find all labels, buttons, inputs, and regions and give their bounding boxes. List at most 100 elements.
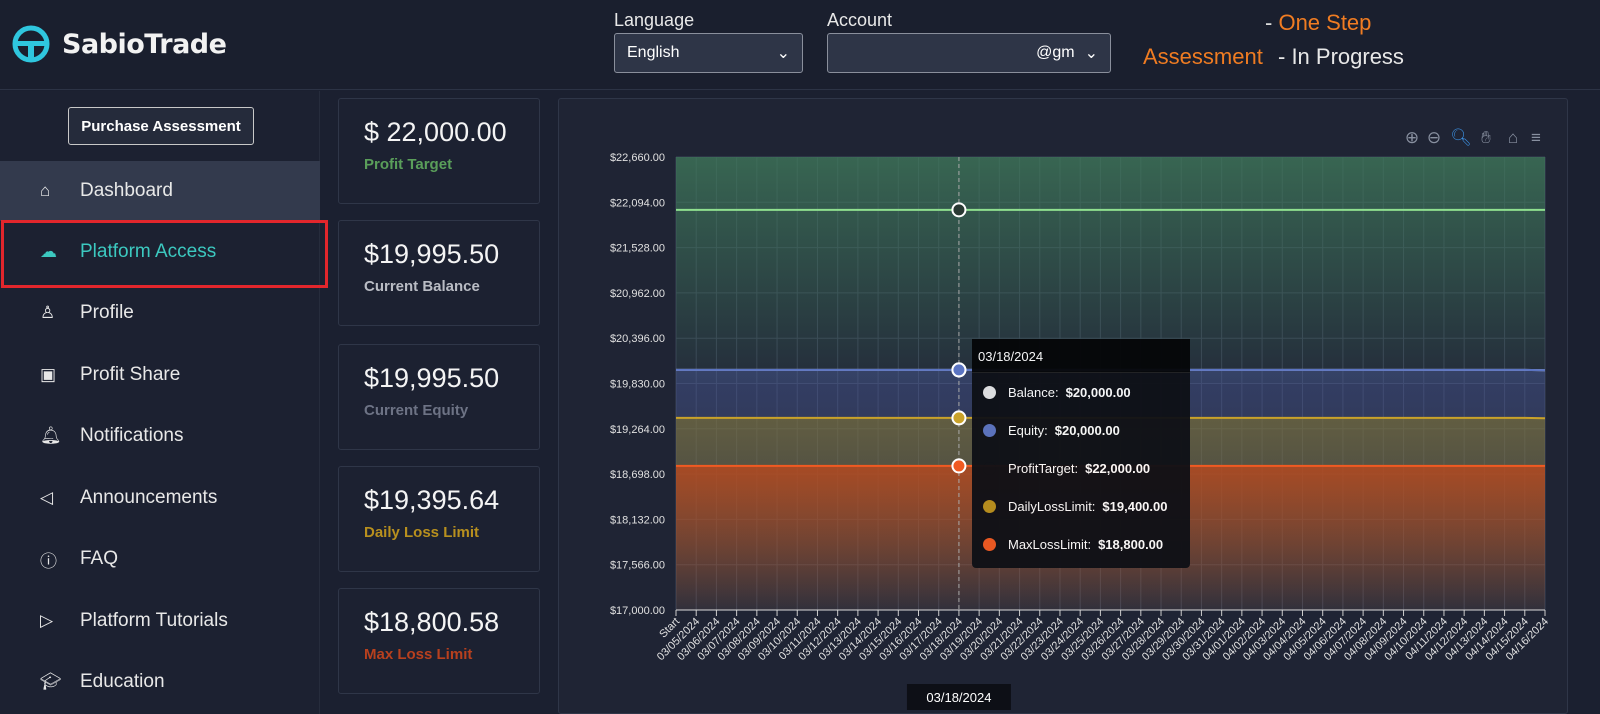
current-balance-card: $19,995.50 Current Balance: [338, 220, 540, 326]
tooltip-series-name: ProfitTarget:: [1008, 460, 1079, 476]
hover-marker-maxlosslimit: [951, 458, 967, 474]
y-tick-label: $17,000.00: [610, 605, 665, 617]
y-tick-label: $21,528.00: [610, 243, 665, 255]
card-value: $19,395.64: [364, 485, 500, 515]
chart-toolbar: ⊕ ⊖ 🔍︎ ✋︎ ⌂ ≡: [1405, 128, 1541, 147]
y-tick-label: $19,264.00: [610, 424, 665, 436]
series-dot-icon: [983, 423, 996, 437]
tooltip-row: MaxLossLimit: $18,800.00: [972, 525, 1190, 563]
chevron-down-icon: ⌄: [776, 45, 790, 62]
account-select[interactable]: @gm ⌄: [827, 33, 1111, 73]
hover-marker-equity: [951, 362, 967, 378]
sidebar-item-dashboard[interactable]: ⌂ Dashboard: [0, 161, 320, 221]
card-label: Profit Target: [364, 156, 453, 173]
sidebar-item-label: Dashboard: [80, 180, 173, 201]
tooltip-series-name: DailyLossLimit:: [1008, 498, 1096, 514]
pan-hand-icon[interactable]: ✋︎: [1481, 128, 1491, 147]
chart-tooltip: 03/18/2024 Balance: $20,000.00 Equity: $20,…: [972, 339, 1190, 568]
sidebar-item-label: Platform Tutorials: [80, 610, 228, 631]
megaphone-icon: ◁: [40, 488, 54, 507]
brand-logo[interactable]: SabioTrade: [12, 25, 227, 63]
series-dot-icon: [983, 499, 996, 513]
y-tick-label: $19,830.00: [610, 379, 665, 391]
top-header: SabioTrade Language English ⌄ Account @gm…: [0, 0, 1600, 90]
sidebar-item-label: Notifications: [80, 425, 184, 446]
card-value: $19,995.50: [364, 363, 500, 393]
sidebar-item-label: FAQ: [80, 548, 119, 569]
sidebar-item-faq[interactable]: ⓘ FAQ: [0, 529, 320, 589]
hover-marker-profittarget: [951, 202, 967, 218]
status-plan: Assessment: [1143, 44, 1263, 69]
sidebar-item-education[interactable]: 🎓︎ Education: [0, 652, 320, 712]
card-label: Current Balance: [364, 278, 480, 295]
card-value: $18,800.58: [364, 607, 500, 637]
y-tick-label: $17,566.00: [610, 560, 665, 572]
status-state: - In Progress: [1278, 44, 1404, 69]
card-label: Current Equity: [364, 402, 469, 419]
cloud-download-icon: ☁: [40, 242, 57, 261]
sidebar-item-label: Profile: [80, 302, 134, 323]
sidebar-item-profit-share[interactable]: ▣ Profit Share: [0, 345, 320, 405]
play-icon: ▷: [40, 611, 54, 630]
chevron-down-icon: ⌄: [1084, 45, 1098, 62]
sidebar-item-profile[interactable]: ♙ Profile: [0, 283, 320, 343]
series-dot-icon: [983, 385, 996, 399]
sidebar-item-notifications[interactable]: 🔔︎ Notifications: [0, 406, 320, 466]
sidebar-item-platform-tutorials[interactable]: ▷ Platform Tutorials: [0, 591, 320, 651]
tooltip-series-value: $18,800.00: [1098, 536, 1164, 552]
graduation-cap-icon: 🎓︎: [40, 672, 62, 691]
card-label: Max Loss Limit: [364, 646, 473, 663]
card-label: Daily Loss Limit: [364, 524, 480, 541]
account-value: @gm: [1036, 44, 1075, 61]
language-select[interactable]: English ⌄: [614, 33, 803, 73]
tooltip-series-value: $19,400.00: [1102, 498, 1168, 514]
y-tick-label: $20,962.00: [610, 288, 665, 300]
tooltip-row: Equity: $20,000.00: [972, 411, 1190, 449]
sabiotrade-logo-icon: [12, 25, 50, 63]
sidebar-item-platform-access[interactable]: ☁ Platform Access: [0, 222, 320, 282]
hover-marker-dailylosslimit: [951, 410, 967, 426]
zoom-in-icon[interactable]: ⊕: [1405, 128, 1419, 147]
y-tick-label: $20,396.00: [610, 333, 665, 345]
home-icon[interactable]: ⌂: [1508, 128, 1518, 147]
tooltip-series-name: MaxLossLimit:: [1008, 536, 1092, 552]
zoom-out-icon[interactable]: ⊖: [1427, 128, 1441, 147]
sidebar-item-label: Announcements: [80, 487, 218, 508]
tooltip-series-value: $20,000.00: [1065, 384, 1131, 400]
card-value: $19,995.50: [364, 239, 500, 269]
sidebar: Purchase Assessment ⌂ Dashboard ☁ Platform…: [0, 91, 320, 714]
y-tick-label: $18,698.00: [610, 469, 665, 481]
language-value: English: [627, 44, 680, 61]
sidebar-item-announcements[interactable]: ◁ Announcements: [0, 468, 320, 528]
current-equity-card: $19,995.50 Current Equity: [338, 344, 540, 450]
y-tick-label: $22,660.00: [610, 152, 665, 164]
status-dash: - One Step: [1265, 10, 1372, 35]
tooltip-row: ProfitTarget: $22,000.00: [972, 449, 1190, 487]
y-tick-label: $18,132.00: [610, 514, 665, 526]
profit-target-card: $ 22,000.00 Profit Target: [338, 98, 540, 204]
highlight-box: [1, 220, 328, 288]
x-crosshair-label-box: [906, 684, 1011, 710]
purchase-assessment-button[interactable]: Purchase Assessment: [68, 107, 254, 145]
user-icon: ♙: [40, 303, 56, 322]
tooltip-row: DailyLossLimit: $19,400.00: [972, 487, 1190, 525]
tooltip-date: 03/18/2024: [972, 339, 1190, 373]
menu-icon[interactable]: ≡: [1531, 128, 1541, 147]
sidebar-item-label: Profit Share: [80, 364, 181, 385]
daily-loss-limit-card: $19,395.64 Daily Loss Limit: [338, 466, 540, 572]
tooltip-series-name: Equity:: [1008, 422, 1048, 438]
max-loss-limit-card: $18,800.58 Max Loss Limit: [338, 588, 540, 694]
home-icon: ⌂: [40, 181, 51, 200]
card-value: $ 22,000.00: [364, 117, 507, 147]
question-icon: ⓘ: [40, 551, 57, 571]
tooltip-row: Balance: $20,000.00: [972, 373, 1190, 411]
tooltip-series-value: $22,000.00: [1085, 460, 1151, 476]
tooltip-series-name: Balance:: [1008, 384, 1059, 400]
series-dot-icon: [983, 537, 996, 551]
x-crosshair-label: 03/18/2024: [926, 690, 991, 705]
tooltip-series-value: $20,000.00: [1054, 422, 1120, 438]
magnifier-icon[interactable]: 🔍︎: [1450, 128, 1472, 147]
series-dot-icon: [983, 461, 996, 475]
money-icon: ▣: [40, 365, 57, 384]
